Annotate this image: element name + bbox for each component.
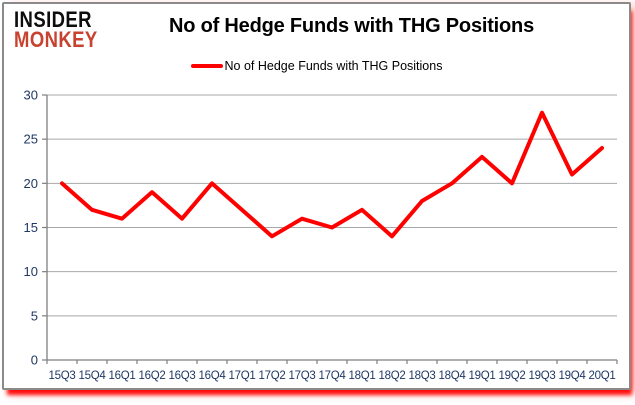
logo-line-insider: INSIDER	[14, 7, 92, 32]
x-axis-label: 16Q3	[169, 370, 196, 382]
x-axis-label: 15Q4	[79, 370, 107, 382]
x-axis-label: 15Q3	[49, 370, 76, 382]
x-axis-label: 18Q2	[379, 370, 406, 382]
x-axis-label: 18Q1	[349, 370, 376, 382]
x-axis-label: 19Q2	[499, 370, 526, 382]
y-axis-label: 5	[31, 308, 38, 323]
x-axis-label: 17Q2	[259, 370, 286, 382]
x-axis-label: 17Q1	[229, 370, 256, 382]
y-axis-label: 30	[24, 88, 38, 103]
y-axis-label: 15	[24, 220, 38, 235]
x-axis-label: 16Q4	[199, 370, 227, 382]
y-axis-label: 25	[24, 132, 38, 147]
x-axis-label: 20Q1	[589, 370, 616, 382]
insider-monkey-logo: INSIDER MONKEY	[14, 7, 98, 53]
legend: No of Hedge Funds with THG Positions	[4, 59, 629, 73]
logo-line-monkey: MONKEY	[14, 27, 98, 53]
x-axis-label: 18Q4	[439, 370, 467, 382]
x-axis-label: 19Q1	[469, 370, 496, 382]
x-axis-label: 17Q4	[319, 370, 347, 382]
y-axis-label: 0	[31, 353, 38, 368]
chart-box: INSIDER MONKEY No of Hedge Funds with TH…	[2, 2, 631, 390]
legend-label: No of Hedge Funds with THG Positions	[224, 59, 443, 73]
y-axis-label: 20	[24, 176, 38, 191]
chart-title: No of Hedge Funds with THG Positions	[168, 15, 534, 37]
series-line	[60, 110, 604, 239]
y-axis-label: 10	[24, 264, 38, 279]
x-axis-label: 18Q3	[409, 370, 436, 382]
x-axis-label: 19Q4	[559, 370, 587, 382]
line-chart-plot-area: 0 5 10 15 20 25 30 15Q3 15Q4 16Q1 16Q2 16Q3 16Q4 17Q1…	[24, 88, 618, 382]
x-axis-label: 17Q3	[289, 370, 316, 382]
x-axis-label: 16Q2	[139, 370, 166, 382]
x-axis-label: 16Q1	[109, 370, 136, 382]
legend-line-marker	[190, 63, 223, 69]
x-axis-label: 19Q3	[529, 370, 556, 382]
